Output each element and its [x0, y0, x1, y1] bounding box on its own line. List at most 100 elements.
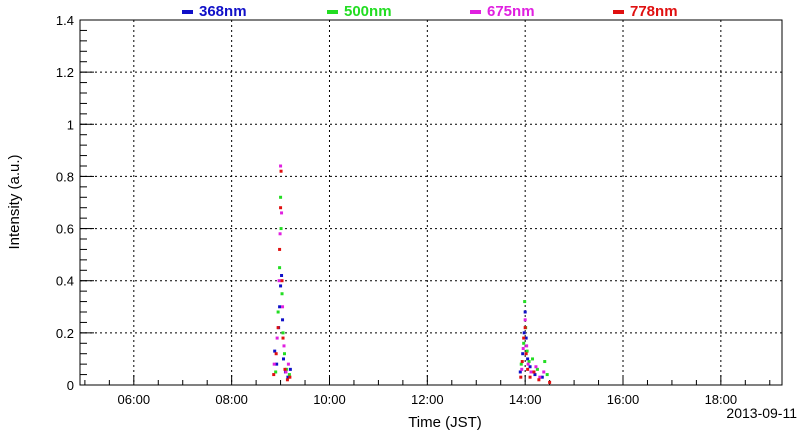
data-point-778nm	[272, 373, 276, 377]
data-point-675nm	[529, 370, 533, 374]
data-point-500nm	[522, 341, 526, 345]
data-point-778nm	[519, 375, 523, 379]
data-point-500nm	[543, 360, 547, 364]
data-point-675nm	[525, 344, 529, 348]
data-point-778nm	[279, 206, 283, 210]
x-axis-title: Time (JST)	[408, 414, 482, 431]
x-tick-label: 10:00	[313, 392, 346, 407]
data-point-675nm	[542, 370, 546, 374]
data-point-500nm	[280, 292, 284, 296]
data-point-675nm	[286, 362, 290, 366]
data-point-500nm	[525, 349, 529, 353]
data-point-368nm	[280, 274, 284, 277]
y-tick-label: 0.6	[56, 222, 74, 237]
data-point-368nm	[526, 357, 530, 361]
data-point-778nm	[274, 352, 278, 356]
data-point-500nm	[278, 266, 282, 270]
data-point-778nm	[548, 380, 552, 384]
data-point-368nm	[281, 318, 285, 322]
data-point-675nm	[272, 362, 276, 366]
y-axis-title: Intensity (a.u.)	[6, 154, 23, 249]
x-tick-label: 16:00	[607, 392, 640, 407]
data-point-778nm	[280, 279, 284, 283]
data-point-368nm	[279, 284, 283, 288]
data-point-675nm	[523, 318, 527, 322]
data-point-368nm	[522, 331, 526, 335]
data-point-675nm	[277, 279, 281, 283]
data-point-778nm	[281, 336, 285, 340]
data-point-778nm	[537, 378, 541, 382]
legend-swatch	[182, 10, 193, 14]
data-point-675nm	[534, 365, 538, 369]
data-point-368nm	[521, 352, 525, 356]
data-point-778nm	[285, 378, 289, 382]
legend: 368nm 500nm 675nm 778nm	[182, 3, 678, 20]
legend-swatch	[470, 10, 481, 14]
data-point-500nm	[279, 195, 283, 199]
data-point-500nm	[519, 362, 523, 366]
data-point-368nm	[278, 305, 282, 309]
y-tick-label: 0.4	[56, 274, 74, 289]
legend-label: 500nm	[344, 3, 392, 20]
data-point-368nm	[286, 375, 290, 379]
legend-label: 675nm	[487, 3, 535, 20]
data-point-500nm	[527, 360, 531, 364]
data-point-778nm	[283, 367, 287, 371]
legend-label: 778nm	[630, 3, 678, 20]
data-point-675nm	[275, 336, 279, 340]
data-point-368nm	[288, 367, 292, 371]
data-point-368nm	[524, 336, 528, 340]
data-point-368nm	[533, 373, 537, 377]
data-point-675nm	[520, 367, 524, 371]
data-point-368nm	[273, 349, 277, 353]
data-point-675nm	[521, 347, 525, 350]
data-point-778nm	[526, 367, 530, 371]
data-point-675nm	[538, 375, 542, 379]
data-point-778nm	[523, 326, 527, 330]
plot-frame	[79, 19, 783, 386]
x-tick-label: 08:00	[215, 392, 248, 407]
x-tick-label: 18:00	[705, 392, 738, 407]
data-point-778nm	[279, 169, 283, 173]
data-point-500nm	[531, 357, 535, 361]
axis-ticks: 06:00 08:00 10:00 12:00 14:00 16:00 18:00 0 0.2 0…	[56, 13, 771, 407]
y-tick-label: 1.2	[56, 65, 74, 80]
grid	[80, 20, 782, 385]
y-tick-label: 0.8	[56, 169, 74, 184]
data-point-500nm	[287, 373, 291, 377]
y-tick-label: 0	[67, 378, 74, 393]
data-point-500nm	[535, 367, 539, 371]
data-point-500nm	[282, 352, 286, 356]
data-point-675nm	[281, 305, 285, 309]
data-point-675nm	[279, 164, 283, 168]
legend-swatch	[613, 10, 624, 14]
data-point-778nm	[276, 326, 280, 330]
data-point-778nm	[288, 375, 292, 379]
data-point-368nm	[528, 365, 532, 369]
data-point-778nm	[522, 336, 526, 340]
data-point-675nm	[284, 370, 288, 374]
data-point-500nm	[523, 300, 527, 304]
data-point-675nm	[526, 362, 530, 366]
data-point-500nm	[279, 227, 283, 231]
data-point-500nm	[276, 310, 280, 314]
x-tick-label: 14:00	[509, 392, 542, 407]
data-point-368nm	[523, 310, 527, 314]
date-label: 2013-09-11	[726, 405, 797, 421]
legend-label: 368nm	[199, 3, 247, 20]
data-point-778nm	[528, 375, 532, 379]
legend-swatch	[327, 10, 338, 14]
data-point-778nm	[532, 370, 536, 374]
data-point-778nm	[524, 352, 528, 356]
data-point-778nm	[278, 247, 282, 251]
y-tick-label: 1	[67, 117, 74, 132]
data-point-675nm	[278, 232, 282, 236]
data-points	[272, 164, 552, 384]
y-tick-label: 1.4	[56, 13, 74, 28]
data-point-500nm	[545, 373, 549, 377]
data-point-675nm	[280, 211, 284, 215]
data-point-368nm	[518, 370, 522, 374]
data-point-368nm	[540, 375, 544, 379]
y-tick-label: 0.2	[56, 326, 74, 341]
data-point-368nm	[282, 357, 286, 361]
